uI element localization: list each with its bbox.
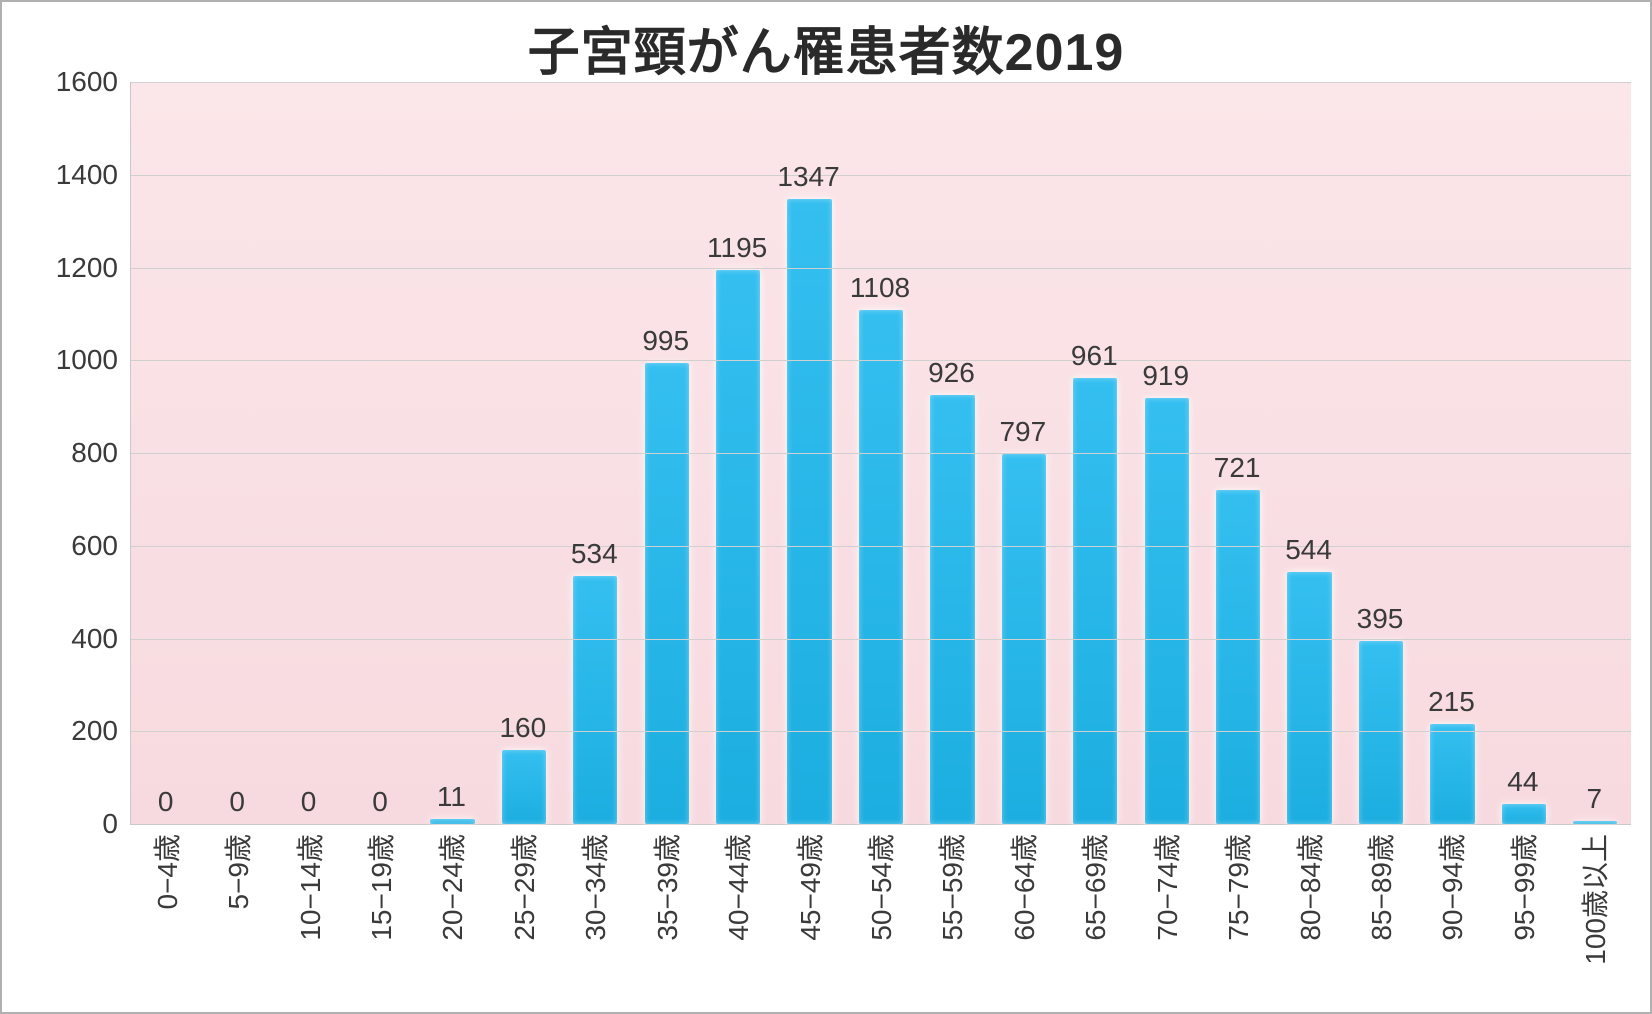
y-tick-label: 400 — [8, 623, 118, 655]
bar — [1073, 378, 1117, 824]
bar — [930, 395, 974, 824]
data-label: 11 — [437, 781, 466, 813]
data-label: 797 — [999, 416, 1046, 448]
bar — [1502, 804, 1546, 824]
x-tick-label: 90−94歳 — [1431, 834, 1471, 941]
bar — [716, 270, 760, 824]
data-label: 160 — [499, 712, 546, 744]
chart-title: 子宮頸がん罹患者数2019 — [2, 10, 1650, 85]
gridline — [131, 639, 1631, 640]
y-tick-label: 1200 — [8, 252, 118, 284]
bar — [1359, 641, 1403, 824]
data-label: 7 — [1586, 783, 1602, 815]
x-tick-label: 85−89歳 — [1360, 834, 1400, 941]
data-label: 1108 — [850, 272, 910, 304]
bar — [1430, 724, 1474, 824]
x-tick-label: 5−9歳 — [217, 834, 257, 910]
x-tick-label: 40−44歳 — [717, 834, 757, 941]
plot-area — [130, 82, 1631, 825]
gridline — [131, 546, 1631, 547]
data-label: 544 — [1285, 534, 1332, 566]
x-tick-label: 50−54歳 — [860, 834, 900, 941]
x-tick-label: 65−69歳 — [1074, 834, 1114, 941]
data-label: 215 — [1428, 686, 1475, 718]
x-tick-label: 15−19歳 — [360, 834, 400, 941]
x-tick-label: 70−74歳 — [1146, 834, 1186, 941]
x-tick-label: 35−39歳 — [646, 834, 686, 941]
data-label: 926 — [928, 357, 975, 389]
data-label: 0 — [301, 786, 317, 818]
x-tick-label: 95−99歳 — [1503, 834, 1543, 941]
data-label: 1347 — [777, 161, 839, 193]
x-tick-label: 0−4歳 — [146, 834, 186, 910]
gridline — [131, 268, 1631, 269]
bar — [502, 750, 546, 824]
bar — [1145, 398, 1189, 824]
x-tick-label: 60−64歳 — [1003, 834, 1043, 941]
gridline — [131, 82, 1631, 83]
x-tick-label: 75−79歳 — [1217, 834, 1257, 941]
y-tick-label: 0 — [8, 808, 118, 840]
bar — [1216, 490, 1260, 824]
y-tick-label: 1600 — [8, 66, 118, 98]
y-tick-label: 200 — [8, 715, 118, 747]
data-label: 721 — [1214, 452, 1261, 484]
bar — [645, 363, 689, 824]
y-tick-label: 800 — [8, 437, 118, 469]
data-label: 0 — [158, 786, 174, 818]
x-tick-label: 80−84歳 — [1289, 834, 1329, 941]
data-label: 1195 — [707, 232, 767, 264]
bar — [1573, 821, 1617, 824]
x-tick-label: 10−14歳 — [289, 834, 329, 941]
x-tick-label: 30−34歳 — [574, 834, 614, 941]
data-label: 0 — [372, 786, 388, 818]
bar — [1287, 572, 1331, 824]
bar — [430, 819, 474, 824]
data-label: 44 — [1507, 766, 1538, 798]
y-tick-label: 1400 — [8, 159, 118, 191]
gridline — [131, 360, 1631, 361]
gridline — [131, 731, 1631, 732]
y-tick-label: 1000 — [8, 344, 118, 376]
gridline — [131, 175, 1631, 176]
data-label: 961 — [1071, 340, 1118, 372]
x-tick-label: 25−29歳 — [503, 834, 543, 941]
x-tick-label: 20−24歳 — [431, 834, 471, 941]
chart-frame: 子宮頸がん罹患者数2019 0 200 400 600 800 1000 1200 1400 1… — [0, 0, 1652, 1014]
gridline — [131, 453, 1631, 454]
data-label: 395 — [1357, 603, 1404, 635]
data-label: 534 — [571, 538, 618, 570]
bar — [859, 310, 903, 824]
data-label: 919 — [1142, 360, 1189, 392]
x-tick-label: 55−59歳 — [931, 834, 971, 941]
x-tick-label: 45−49歳 — [789, 834, 829, 941]
y-tick-label: 600 — [8, 530, 118, 562]
data-label: 995 — [642, 325, 689, 357]
bar — [573, 576, 617, 824]
x-tick-label: 100歳以上 — [1574, 834, 1614, 965]
data-label: 0 — [229, 786, 245, 818]
